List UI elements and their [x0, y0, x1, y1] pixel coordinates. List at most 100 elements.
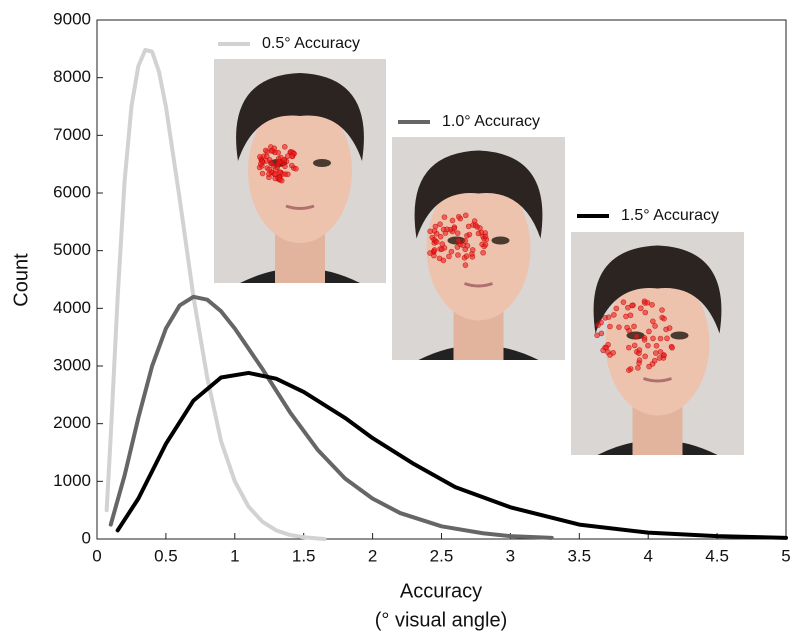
x-tick-label: 4.5: [705, 546, 729, 565]
gaze-point: [290, 154, 295, 159]
gaze-point: [483, 242, 488, 247]
legend-label: 1.5° Accuracy: [621, 207, 719, 224]
y-tick-label: 7000: [53, 125, 91, 144]
gaze-point: [263, 148, 268, 153]
face-image: [214, 59, 386, 283]
gaze-point: [272, 146, 277, 151]
page: {"chart_data": {"type": "line", "ylabel"…: [0, 0, 794, 634]
gaze-point: [446, 254, 451, 259]
gaze-point: [463, 213, 468, 218]
gaze-point: [642, 301, 647, 306]
gaze-point: [277, 177, 282, 182]
y-tick-label: 3000: [53, 355, 91, 374]
x-axis-label-note: (° visual angle): [375, 609, 508, 631]
gaze-point: [466, 224, 471, 229]
x-tick-label: 5: [781, 546, 790, 565]
gaze-point: [267, 157, 272, 162]
gaze-point: [440, 242, 445, 247]
gaze-point: [282, 144, 287, 149]
y-tick-label: 6000: [53, 182, 91, 201]
gaze-point: [658, 336, 663, 341]
gaze-point: [277, 170, 282, 175]
gaze-point: [631, 324, 636, 329]
x-tick-label: 0: [92, 546, 101, 565]
eye: [671, 332, 689, 340]
gaze-point: [645, 343, 650, 348]
face-image: [571, 232, 744, 455]
y-tick-label: 5000: [53, 240, 91, 259]
gaze-point: [276, 156, 281, 161]
gaze-point: [661, 353, 666, 358]
gaze-point: [628, 313, 633, 318]
x-tick-label: 2: [368, 546, 377, 565]
chart: Count Accuracy (° visual angle) 0 1000 2 0 0…: [0, 0, 794, 634]
gaze-point: [473, 223, 478, 228]
gaze-point: [650, 302, 655, 307]
gaze-point: [607, 324, 612, 329]
gaze-point: [258, 162, 263, 167]
gaze-point: [650, 336, 655, 341]
gaze-point: [450, 218, 455, 223]
face-image: [392, 137, 565, 360]
y-tick-label: 0: [82, 528, 91, 547]
x-tick-label: 1: [230, 546, 239, 565]
gaze-point: [463, 263, 468, 268]
gaze-point: [257, 154, 262, 159]
gaze-point: [634, 334, 639, 339]
gaze-point: [439, 247, 444, 252]
x-tick-label: 1.5: [292, 546, 316, 565]
gaze-point: [616, 325, 621, 330]
gaze-point: [445, 227, 450, 232]
gaze-point: [650, 361, 655, 366]
gaze-point: [281, 158, 286, 163]
gaze-point: [653, 351, 658, 356]
gaze-point: [456, 214, 461, 219]
gaze-point: [456, 238, 461, 243]
gaze-point: [621, 300, 626, 305]
gaze-point: [483, 234, 488, 239]
gaze-point: [463, 238, 468, 243]
gaze-point: [611, 350, 616, 355]
y-tick-label: 1000: [53, 471, 91, 490]
x-tick-label: 3: [506, 546, 515, 565]
gaze-point: [614, 306, 619, 311]
eye: [313, 159, 331, 167]
y-axis-label: Count: [10, 253, 32, 307]
gaze-point: [432, 247, 437, 252]
gaze-point: [650, 319, 655, 324]
gaze-point: [442, 215, 447, 220]
gaze-point: [638, 306, 643, 311]
gaze-point: [432, 228, 437, 233]
gaze-point: [626, 368, 631, 373]
gaze-point: [635, 365, 640, 370]
y-tick-label: 9000: [53, 9, 91, 28]
legend-label: 0.5° Accuracy: [262, 35, 360, 52]
x-axis-label: Accuracy: [400, 580, 482, 602]
legend-label: 1.0° Accuracy: [442, 113, 540, 130]
gaze-point: [604, 345, 609, 350]
gaze-point: [667, 326, 672, 331]
gaze-point: [285, 172, 290, 177]
gaze-point: [437, 256, 442, 261]
gaze-point: [599, 331, 604, 336]
gaze-point: [626, 345, 631, 350]
eye: [492, 237, 510, 245]
gaze-point: [266, 172, 271, 177]
gaze-point: [637, 358, 642, 363]
gaze-point: [653, 323, 658, 328]
gaze-point: [289, 163, 294, 168]
gaze-point: [476, 231, 481, 236]
gaze-point: [267, 167, 272, 172]
gaze-point: [670, 345, 675, 350]
gaze-point: [636, 351, 641, 356]
gaze-point: [660, 308, 665, 313]
gaze-point: [465, 243, 470, 248]
x-tick-label: 4: [643, 546, 652, 565]
gaze-point: [260, 171, 265, 176]
gaze-point: [654, 343, 659, 348]
gaze-point: [611, 312, 616, 317]
gaze-point: [662, 316, 667, 321]
gaze-point: [428, 251, 433, 256]
gaze-point: [470, 247, 475, 252]
gaze-point: [625, 325, 630, 330]
